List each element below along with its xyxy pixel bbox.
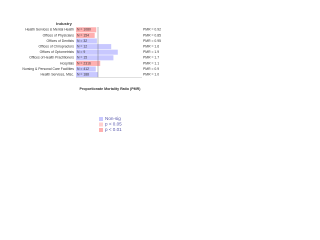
n-label: N = 412 (77, 67, 89, 71)
y-tick-label: Offices of Optometrists (40, 50, 75, 54)
n-label: N = 188 (77, 72, 89, 76)
bar (76, 49, 118, 55)
value-label: PMR = 1.7 (143, 56, 159, 60)
legend-label: p < 0.05 (105, 122, 122, 127)
value-label: PMR = 1.0 (143, 72, 159, 76)
n-label: N = 9 (77, 50, 85, 54)
bar (76, 72, 98, 78)
n-label: N = 1080 (77, 28, 91, 32)
y-tick-label: Offices of Dentists (47, 39, 75, 43)
value-label: PMR = 1.9 (143, 50, 159, 54)
chart: Industry Proportionate Mortality Ratio (… (22, 21, 161, 132)
bar (76, 55, 114, 61)
y-tick-label: Health Services & Mental Health (25, 28, 74, 32)
legend-swatch (99, 128, 103, 132)
legend-swatch (99, 122, 103, 127)
y-tick-label: Offices of Chiropractors (38, 44, 74, 48)
n-label: N = 32 (77, 39, 87, 43)
n-label: N = 15 (77, 56, 87, 60)
n-label: N = 154 (77, 33, 89, 37)
value-label: PMR = 0.85 (143, 33, 161, 37)
y-header: Industry (56, 21, 73, 26)
bar (76, 66, 96, 72)
y-tick-label: Offices of Physicians (43, 33, 75, 37)
legend-swatch (99, 117, 103, 121)
value-label: PMR = 1.1 (143, 61, 159, 65)
y-tick-label: Nursing & Personal Care Facilities (22, 67, 74, 71)
y-tick-label: Hospitals (60, 61, 74, 65)
bar (76, 32, 95, 38)
y-tick-label: Health Services, Misc. (40, 72, 74, 76)
value-label: PMR = 0.95 (143, 39, 161, 43)
value-label: PMR = 0.92 (143, 28, 161, 32)
bar (76, 27, 97, 33)
bar (76, 44, 112, 50)
value-label: PMR = 1.6 (143, 44, 159, 48)
bar (76, 38, 97, 44)
n-label: N = 2316 (77, 61, 91, 65)
y-tick-label: Offices of Health Practitioners (29, 56, 74, 60)
n-label: N = 12 (77, 44, 87, 48)
legend-label: Non-sig (105, 116, 121, 121)
legend-label: p < 0.01 (105, 127, 122, 132)
bar (76, 60, 101, 66)
x-axis-label: Proportionate Mortality Ratio (PMR) (80, 87, 142, 91)
value-label: PMR = 0.9 (143, 67, 159, 71)
